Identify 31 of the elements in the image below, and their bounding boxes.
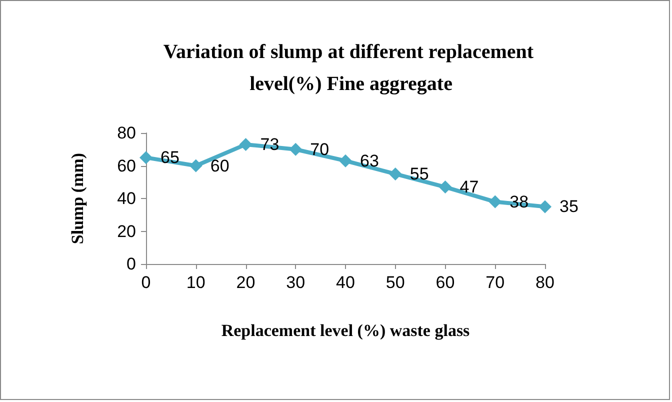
y-tick-label: 40 bbox=[117, 189, 136, 208]
data-label: 47 bbox=[460, 178, 479, 197]
point bbox=[289, 142, 302, 156]
point bbox=[140, 151, 152, 164]
x-tick-label: 70 bbox=[486, 273, 505, 292]
point bbox=[488, 195, 502, 208]
x-tick-label: 60 bbox=[436, 273, 455, 292]
point bbox=[239, 138, 252, 151]
x-tick-label: 50 bbox=[386, 273, 405, 292]
y-axis-title: Slump (mm) bbox=[68, 152, 87, 244]
point bbox=[189, 159, 202, 172]
y-tick-label: 80 bbox=[117, 124, 136, 142]
data-label: 55 bbox=[410, 164, 429, 184]
point bbox=[339, 154, 352, 168]
y-tick-label: 20 bbox=[117, 222, 136, 241]
x-tick-label: 30 bbox=[286, 273, 306, 292]
x-axis-title: Replacement level (%) waste glass bbox=[221, 321, 470, 340]
point bbox=[438, 180, 452, 194]
data-label: 63 bbox=[360, 151, 379, 170]
x-tick-label: 20 bbox=[236, 273, 256, 292]
data-label: 35 bbox=[560, 197, 578, 216]
x-tick-label: 40 bbox=[336, 273, 355, 292]
x-tick-label: 80 bbox=[536, 273, 554, 292]
chart-title: Variation of slump at different replacement level(%) Fine aggregate bbox=[163, 41, 539, 95]
y-tick-label: 60 bbox=[117, 156, 136, 176]
x-tick-label: 0 bbox=[141, 273, 151, 292]
point bbox=[538, 200, 552, 214]
point bbox=[388, 167, 402, 180]
data-label: 60 bbox=[210, 156, 230, 176]
y-tick-label: 0 bbox=[126, 254, 136, 274]
x-tick-label: 10 bbox=[186, 273, 206, 292]
